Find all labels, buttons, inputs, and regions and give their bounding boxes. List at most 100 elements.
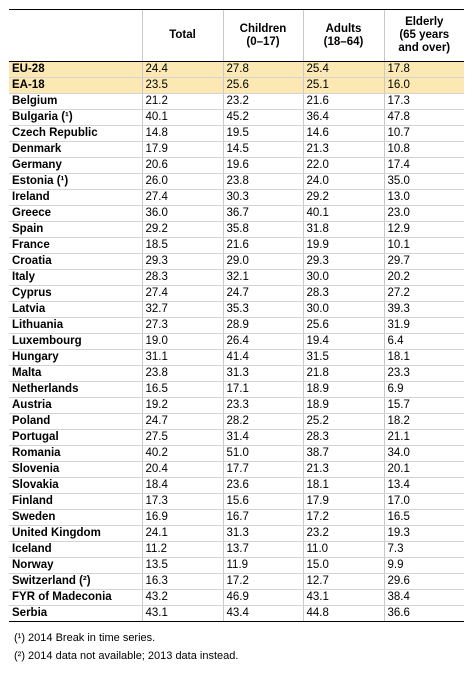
- cell-total: 17.3: [141, 493, 223, 510]
- cell-children: 31.3: [222, 365, 303, 382]
- row-label: Latvia: [9, 301, 142, 318]
- cell-total: 18.5: [141, 237, 223, 254]
- cell-adults: 21.8: [302, 365, 384, 382]
- cell-adults: 21.6: [302, 93, 384, 110]
- cell-children: 30.3: [222, 189, 303, 206]
- cell-elderly: 10.1: [383, 237, 464, 254]
- cell-children: 11.9: [222, 557, 303, 574]
- cell-adults: 38.7: [302, 445, 384, 462]
- table-row: Lithuania 27.3 28.9 25.6 31.9: [9, 317, 464, 334]
- cell-children: 36.7: [222, 205, 303, 222]
- row-label: France: [9, 237, 142, 254]
- row-label: Slovenia: [9, 461, 142, 478]
- table-row: Finland 17.3 15.6 17.9 17.0: [9, 493, 464, 510]
- cell-adults: 12.7: [302, 573, 384, 590]
- cell-children: 16.7: [222, 509, 303, 526]
- cell-elderly: 13.0: [383, 189, 464, 206]
- table-row: Latvia 32.7 35.3 30.0 39.3: [9, 301, 464, 318]
- table-row: France 18.5 21.6 19.9 10.1: [9, 237, 464, 254]
- header-children: Children (0–17): [222, 9, 303, 62]
- cell-children: 31.3: [222, 525, 303, 542]
- cell-children: 27.8: [222, 61, 303, 78]
- cell-total: 16.5: [141, 381, 223, 398]
- cell-total: 40.2: [141, 445, 223, 462]
- cell-total: 23.8: [141, 365, 223, 382]
- table-row: Croatia 29.3 29.0 29.3 29.7: [9, 253, 464, 270]
- cell-children: 25.6: [222, 77, 303, 94]
- row-label: EA-18: [9, 77, 142, 94]
- row-label: FYR of Madeconia: [9, 589, 142, 606]
- table-body: EU-28 24.4 27.8 25.4 17.8 EA-18 23.5 25.6 25.1 16…: [9, 61, 464, 622]
- cell-children: 45.2: [222, 109, 303, 126]
- cell-adults: 17.9: [302, 493, 384, 510]
- table-row: Greece 36.0 36.7 40.1 23.0: [9, 205, 464, 222]
- row-label: Portugal: [9, 429, 142, 446]
- table-row: Ireland 27.4 30.3 29.2 13.0: [9, 189, 464, 206]
- cell-adults: 21.3: [302, 141, 384, 158]
- cell-total: 19.0: [141, 333, 223, 350]
- cell-adults: 23.2: [302, 525, 384, 542]
- cell-elderly: 15.7: [383, 397, 464, 414]
- cell-total: 20.4: [141, 461, 223, 478]
- cell-children: 23.8: [222, 173, 303, 190]
- cell-elderly: 17.0: [383, 493, 464, 510]
- cell-children: 23.6: [222, 477, 303, 494]
- cell-total: 40.1: [141, 109, 223, 126]
- cell-total: 13.5: [141, 557, 223, 574]
- table-row: Hungary 31.1 41.4 31.5 18.1: [9, 349, 464, 366]
- cell-total: 14.8: [141, 125, 223, 142]
- cell-total: 43.2: [141, 589, 223, 606]
- row-label: Luxembourg: [9, 333, 142, 350]
- cell-children: 21.6: [222, 237, 303, 254]
- cell-total: 19.2: [141, 397, 223, 414]
- table-row: FYR of Madeconia 43.2 46.9 43.1 38.4: [9, 589, 464, 606]
- cell-adults: 21.3: [302, 461, 384, 478]
- cell-adults: 25.1: [302, 77, 384, 94]
- cell-total: 24.4: [141, 61, 223, 78]
- table-row: Portugal 27.5 31.4 28.3 21.1: [9, 429, 464, 446]
- cell-adults: 30.0: [302, 301, 384, 318]
- row-label: Cyprus: [9, 285, 142, 302]
- table-row: Slovenia 20.4 17.7 21.3 20.1: [9, 461, 464, 478]
- cell-elderly: 31.9: [383, 317, 464, 334]
- cell-elderly: 9.9: [383, 557, 464, 574]
- table-row: Sweden 16.9 16.7 17.2 16.5: [9, 509, 464, 526]
- cell-children: 26.4: [222, 333, 303, 350]
- table-row: Estonia (¹) 26.0 23.8 24.0 35.0: [9, 173, 464, 190]
- cell-children: 31.4: [222, 429, 303, 446]
- cell-total: 21.2: [141, 93, 223, 110]
- table-row: Serbia 43.1 43.4 44.8 36.6: [9, 605, 464, 622]
- cell-elderly: 13.4: [383, 477, 464, 494]
- cell-adults: 30.0: [302, 269, 384, 286]
- cell-children: 17.7: [222, 461, 303, 478]
- cell-children: 15.6: [222, 493, 303, 510]
- cell-elderly: 10.7: [383, 125, 464, 142]
- cell-adults: 17.2: [302, 509, 384, 526]
- cell-elderly: 17.4: [383, 157, 464, 174]
- cell-children: 23.3: [222, 397, 303, 414]
- cell-elderly: 20.2: [383, 269, 464, 286]
- cell-elderly: 47.8: [383, 109, 464, 126]
- cell-children: 14.5: [222, 141, 303, 158]
- cell-elderly: 16.5: [383, 509, 464, 526]
- table-row: Austria 19.2 23.3 18.9 15.7: [9, 397, 464, 414]
- cell-adults: 28.3: [302, 285, 384, 302]
- table-row: Iceland 11.2 13.7 11.0 7.3: [9, 541, 464, 558]
- cell-children: 29.0: [222, 253, 303, 270]
- cell-adults: 14.6: [302, 125, 384, 142]
- cell-adults: 31.8: [302, 221, 384, 238]
- header-total: Total: [141, 9, 223, 62]
- cell-elderly: 27.2: [383, 285, 464, 302]
- cell-total: 27.5: [141, 429, 223, 446]
- cell-elderly: 29.6: [383, 573, 464, 590]
- cell-total: 31.1: [141, 349, 223, 366]
- cell-total: 36.0: [141, 205, 223, 222]
- row-label: Estonia (¹): [9, 173, 142, 190]
- row-label: Hungary: [9, 349, 142, 366]
- cell-elderly: 35.0: [383, 173, 464, 190]
- row-label: Belgium: [9, 93, 142, 110]
- cell-total: 29.2: [141, 221, 223, 238]
- cell-adults: 43.1: [302, 589, 384, 606]
- cell-children: 28.2: [222, 413, 303, 430]
- table-row: Poland 24.7 28.2 25.2 18.2: [9, 413, 464, 430]
